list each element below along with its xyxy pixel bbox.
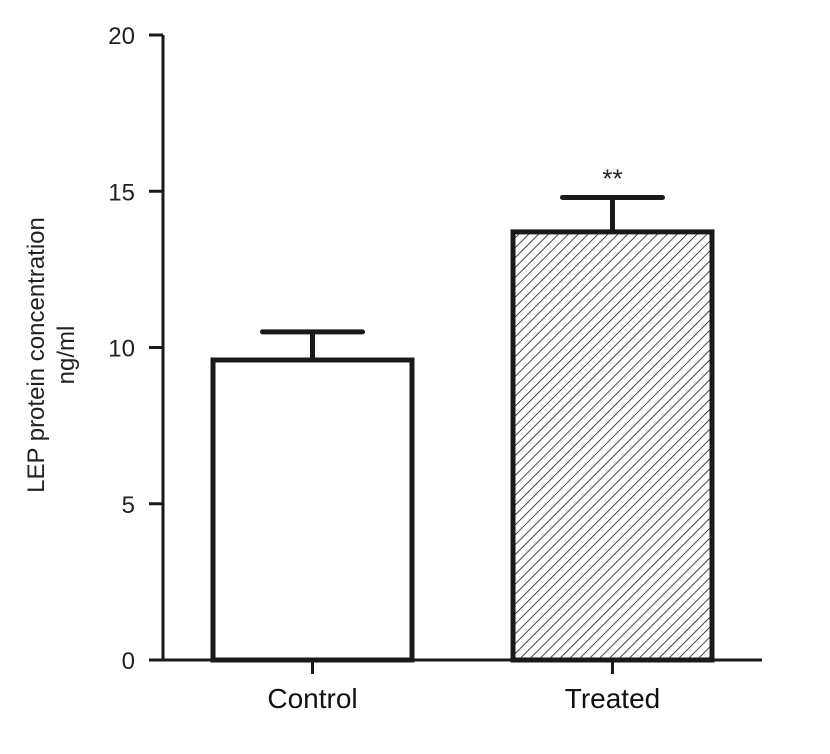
x-tick-label-control: Control	[267, 683, 357, 714]
y-tick-label-20: 20	[108, 23, 135, 50]
y-axis-title: LEP protein concentration ng/ml	[23, 217, 80, 493]
x-tick-label-treated: Treated	[565, 683, 660, 714]
y-tick-label-5: 5	[122, 492, 135, 519]
y-tick-label-10: 10	[108, 336, 135, 363]
bar-treated	[510, 229, 715, 663]
y-tick-label-15: 15	[108, 179, 135, 206]
y-tick-label-0: 0	[122, 648, 135, 675]
plot-area: Control ** Treated 0 5 10 15 20	[108, 23, 762, 714]
y-axis-title-line-1: LEP protein concentration	[23, 217, 50, 493]
bar-control	[210, 357, 415, 663]
significance-marker-treated: **	[602, 164, 622, 194]
y-axis-title-line-2: ng/ml	[53, 326, 80, 385]
